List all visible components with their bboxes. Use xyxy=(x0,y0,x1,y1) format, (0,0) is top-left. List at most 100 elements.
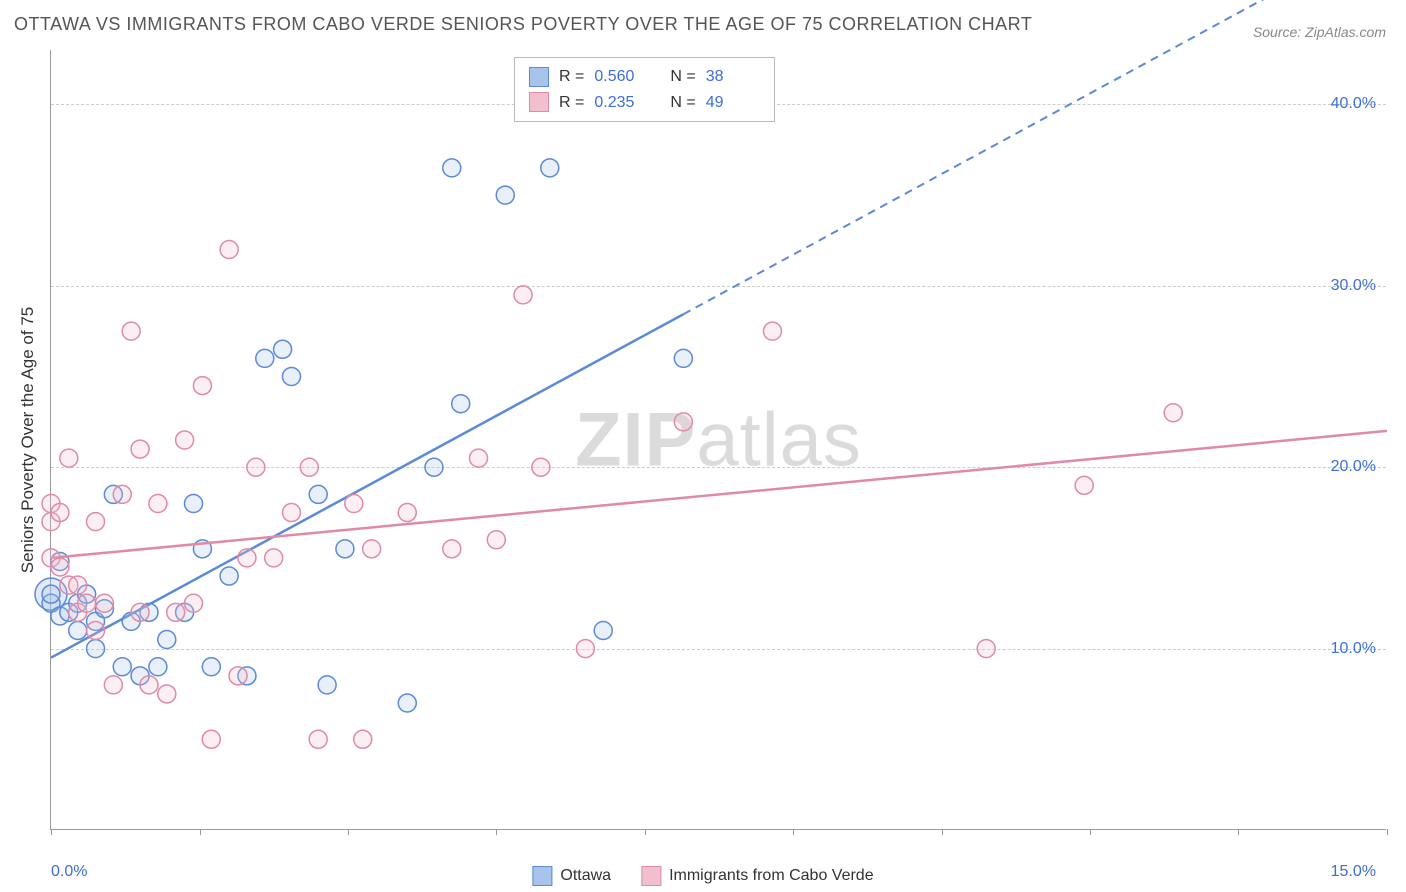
scatter-point xyxy=(977,640,995,658)
x-tick xyxy=(1387,829,1388,835)
scatter-point xyxy=(443,159,461,177)
scatter-point xyxy=(318,676,336,694)
scatter-point xyxy=(514,286,532,304)
legend-stats-row: R = 0.235 N = 49 xyxy=(529,90,760,116)
scatter-point xyxy=(149,494,167,512)
scatter-point xyxy=(398,694,416,712)
scatter-point xyxy=(131,603,149,621)
scatter-point xyxy=(51,558,69,576)
scatter-point xyxy=(496,186,514,204)
scatter-point xyxy=(69,576,87,594)
scatter-point xyxy=(487,531,505,549)
scatter-point xyxy=(87,513,105,531)
scatter-point xyxy=(238,549,256,567)
x-tick xyxy=(200,829,201,835)
scatter-point xyxy=(202,730,220,748)
legend-bottom: Ottawa Immigrants from Cabo Verde xyxy=(532,866,873,886)
legend-swatch xyxy=(529,92,549,112)
scatter-point xyxy=(541,159,559,177)
stat-n-value: 49 xyxy=(706,90,760,116)
legend-stats-box: R = 0.560 N = 38R = 0.235 N = 49 xyxy=(514,57,775,122)
scatter-point xyxy=(229,667,247,685)
x-tick-label-first: 0.0% xyxy=(51,863,87,881)
scatter-point xyxy=(60,449,78,467)
scatter-point xyxy=(42,585,60,603)
legend-swatch xyxy=(529,67,549,87)
scatter-point xyxy=(220,567,238,585)
scatter-point xyxy=(247,458,265,476)
legend-swatch xyxy=(641,866,661,886)
scatter-point xyxy=(104,676,122,694)
scatter-point xyxy=(95,594,113,612)
scatter-point xyxy=(158,685,176,703)
scatter-point xyxy=(220,241,238,259)
scatter-point xyxy=(576,640,594,658)
scatter-point xyxy=(674,413,692,431)
x-tick xyxy=(348,829,349,835)
scatter-point xyxy=(140,676,158,694)
x-tick xyxy=(942,829,943,835)
scatter-point xyxy=(185,494,203,512)
stat-r-label: R = xyxy=(559,64,584,90)
chart-title: OTTAWA VS IMMIGRANTS FROM CABO VERDE SEN… xyxy=(14,14,1032,35)
scatter-point xyxy=(470,449,488,467)
scatter-point xyxy=(87,621,105,639)
scatter-point xyxy=(1075,476,1093,494)
stat-r-value: 0.560 xyxy=(594,64,648,90)
scatter-point xyxy=(113,658,131,676)
legend-label: Immigrants from Cabo Verde xyxy=(669,867,874,885)
scatter-point xyxy=(158,631,176,649)
x-tick xyxy=(51,829,52,835)
scatter-point xyxy=(532,458,550,476)
regression-line xyxy=(51,431,1387,558)
plot-area: ZIPatlas 10.0%20.0%30.0%40.0% R =0.560N … xyxy=(50,50,1386,830)
legend-item: Ottawa xyxy=(532,866,611,886)
legend-label: Ottawa xyxy=(560,867,611,885)
scatter-point xyxy=(131,440,149,458)
x-tick xyxy=(1238,829,1239,835)
y-axis-title: Seniors Poverty Over the Age of 75 xyxy=(18,307,38,573)
x-tick xyxy=(1090,829,1091,835)
scatter-point xyxy=(425,458,443,476)
scatter-point xyxy=(282,504,300,522)
scatter-point xyxy=(336,540,354,558)
scatter-point xyxy=(193,377,211,395)
scatter-point xyxy=(398,504,416,522)
x-tick-label-last: 15.0% xyxy=(1331,863,1376,881)
scatter-plot-svg xyxy=(51,50,1386,829)
scatter-point xyxy=(309,485,327,503)
scatter-point xyxy=(69,621,87,639)
scatter-point xyxy=(274,340,292,358)
source-attribution: Source: ZipAtlas.com xyxy=(1253,24,1386,40)
stat-n-label: N = xyxy=(670,90,695,116)
scatter-point xyxy=(363,540,381,558)
scatter-point xyxy=(122,322,140,340)
scatter-point xyxy=(185,594,203,612)
scatter-point xyxy=(167,603,185,621)
stat-r-label: R = xyxy=(559,90,584,116)
scatter-point xyxy=(113,485,131,503)
scatter-point xyxy=(202,658,220,676)
x-tick xyxy=(645,829,646,835)
x-tick xyxy=(496,829,497,835)
stat-n-value: 38 xyxy=(706,64,760,90)
scatter-point xyxy=(149,658,167,676)
scatter-point xyxy=(443,540,461,558)
scatter-point xyxy=(256,349,274,367)
stat-r-value: 0.235 xyxy=(594,90,648,116)
regression-line-dashed xyxy=(683,0,1387,314)
scatter-point xyxy=(78,594,96,612)
scatter-point xyxy=(51,504,69,522)
scatter-point xyxy=(763,322,781,340)
scatter-point xyxy=(345,494,363,512)
legend-swatch xyxy=(532,866,552,886)
scatter-point xyxy=(354,730,372,748)
scatter-point xyxy=(265,549,283,567)
scatter-point xyxy=(300,458,318,476)
scatter-point xyxy=(1164,404,1182,422)
legend-stats-row: R =0.560N =38 xyxy=(529,64,760,90)
chart-container: OTTAWA VS IMMIGRANTS FROM CABO VERDE SEN… xyxy=(0,0,1406,892)
scatter-point xyxy=(452,395,470,413)
scatter-point xyxy=(309,730,327,748)
scatter-point xyxy=(282,368,300,386)
